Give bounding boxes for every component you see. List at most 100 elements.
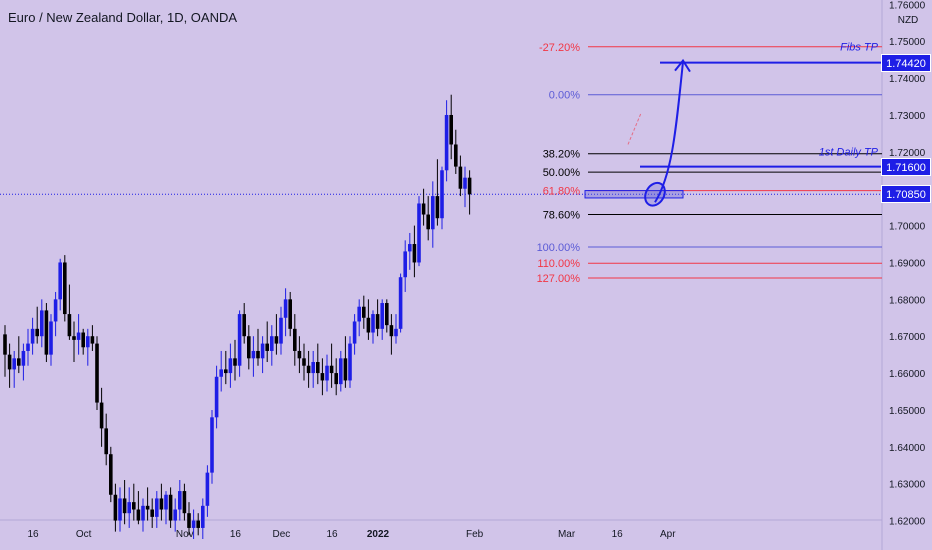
- candle-body: [389, 325, 394, 337]
- entry-zone: [584, 190, 684, 199]
- price-tick-label: 1.74000: [889, 74, 926, 85]
- candle-body: [214, 376, 219, 418]
- price-tick-label: 1.66000: [889, 369, 926, 380]
- candle-body: [237, 314, 242, 366]
- candle-body: [155, 498, 159, 517]
- fib-level-label: 38.20%: [543, 149, 581, 161]
- candle-body: [339, 358, 343, 385]
- candle-body: [403, 251, 407, 278]
- price-tick-label: 1.75000: [889, 37, 926, 48]
- candle-body: [352, 321, 357, 344]
- fib-level-label: 78.60%: [543, 210, 581, 222]
- candle-body: [325, 365, 329, 381]
- candle-body: [35, 328, 39, 337]
- price-tag: 1.70850: [881, 185, 931, 204]
- time-tick-label: 16: [230, 529, 242, 540]
- candle-body: [265, 343, 269, 351]
- candle-body: [118, 498, 122, 521]
- price-tag: 1.74420: [881, 53, 931, 72]
- time-tick-label: 16: [326, 529, 338, 540]
- candle-body: [12, 358, 16, 370]
- candle-body: [49, 321, 53, 355]
- daily-tp-label: 1st Daily TP: [819, 147, 879, 159]
- candle-body: [260, 343, 265, 359]
- candle-body: [458, 166, 463, 189]
- candle-body: [136, 509, 141, 521]
- candle-body: [26, 343, 30, 351]
- projection-arrow: [654, 61, 684, 203]
- candle-body: [435, 196, 440, 219]
- price-tick-label: 1.65000: [889, 406, 926, 417]
- candle-body: [219, 369, 223, 377]
- candle-body: [334, 373, 338, 385]
- candle-body: [417, 203, 421, 263]
- fib-level-label: 127.00%: [537, 273, 581, 285]
- candle-body: [122, 498, 127, 514]
- candle-body: [187, 513, 191, 528]
- candle-body: [408, 244, 412, 252]
- candle-body: [444, 114, 449, 171]
- candle-body: [210, 417, 214, 473]
- candle-body: [104, 428, 108, 455]
- candle-body: [256, 350, 260, 359]
- candle-body: [113, 494, 118, 521]
- candle-body: [274, 336, 279, 344]
- fib-level-label: 61.80%: [543, 186, 581, 198]
- candle-body: [394, 328, 398, 337]
- candle-body: [86, 336, 90, 348]
- candle-body: [247, 336, 251, 359]
- candle-body: [270, 336, 274, 351]
- candle-body: [17, 358, 21, 366]
- price-tick-label: 1.63000: [889, 480, 926, 491]
- time-tick-label: 2022: [367, 529, 390, 540]
- price-tick-label: 1.76000: [889, 0, 926, 11]
- candle-body: [320, 373, 325, 381]
- candle-body: [449, 114, 453, 145]
- candle-body: [283, 299, 288, 318]
- fib-level-label: 100.00%: [537, 242, 581, 254]
- price-tick-label: 1.70000: [889, 222, 926, 233]
- price-tick-label: 1.73000: [889, 111, 926, 122]
- candle-body: [191, 520, 196, 528]
- candle-body: [196, 520, 200, 528]
- price-tick-label: 1.67000: [889, 332, 926, 343]
- candle-body: [53, 299, 58, 322]
- candle-body: [385, 303, 389, 326]
- candle-body: [178, 491, 182, 510]
- candle-body: [279, 317, 283, 344]
- price-tick-label: 1.72000: [889, 148, 926, 159]
- candle-body: [132, 502, 136, 510]
- time-tick-label: Apr: [660, 529, 676, 540]
- candle-body: [302, 358, 306, 366]
- candle-body: [99, 402, 104, 429]
- time-tick-label: Feb: [466, 529, 484, 540]
- candle-body: [205, 472, 210, 506]
- candle-body: [3, 334, 7, 355]
- candle-body: [201, 505, 205, 528]
- fibs-tp-label: Fibs TP: [840, 42, 879, 54]
- candle-body: [159, 498, 164, 510]
- candle-body: [311, 362, 315, 374]
- time-tick-label: 16: [612, 529, 624, 540]
- candle-body: [173, 509, 177, 521]
- trend-hint-line: [627, 112, 642, 145]
- candle-body: [228, 358, 233, 374]
- candle-body: [421, 203, 426, 215]
- time-tick-label: Nov: [176, 529, 194, 540]
- candle-body: [67, 314, 72, 337]
- candle-body: [348, 343, 352, 381]
- candle-body: [21, 350, 26, 366]
- candle-body: [362, 306, 366, 318]
- candle-body: [371, 314, 375, 333]
- candle-body: [63, 262, 67, 315]
- price-tag: 1.71600: [881, 157, 931, 176]
- chart-title: Euro / New Zealand Dollar, 1D, OANDA: [8, 10, 238, 25]
- candle-body: [182, 491, 187, 514]
- candle-body: [293, 328, 297, 351]
- candle-body: [467, 177, 472, 195]
- candle-body: [329, 365, 334, 374]
- time-tick-label: Mar: [558, 529, 576, 540]
- price-tick-label: 1.69000: [889, 258, 926, 269]
- candle-body: [426, 214, 430, 230]
